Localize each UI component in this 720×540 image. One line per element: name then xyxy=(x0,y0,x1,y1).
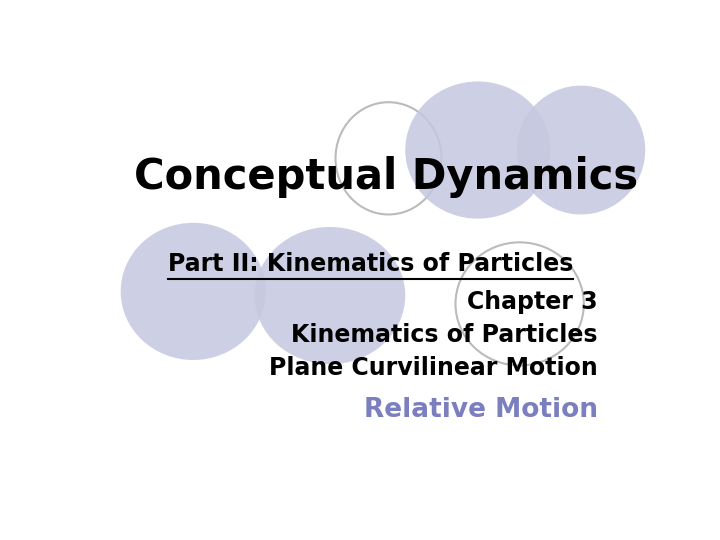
Text: Part II: Kinematics of Particles: Part II: Kinematics of Particles xyxy=(168,252,574,276)
Text: Chapter 3: Chapter 3 xyxy=(467,290,598,314)
Text: Kinematics of Particles: Kinematics of Particles xyxy=(292,323,598,347)
Text: Conceptual Dynamics: Conceptual Dynamics xyxy=(134,156,638,198)
Ellipse shape xyxy=(255,227,405,364)
Ellipse shape xyxy=(517,85,645,214)
Text: Relative Motion: Relative Motion xyxy=(364,397,598,423)
Ellipse shape xyxy=(405,82,550,219)
Ellipse shape xyxy=(121,223,266,360)
Text: Plane Curvilinear Motion: Plane Curvilinear Motion xyxy=(269,356,598,380)
